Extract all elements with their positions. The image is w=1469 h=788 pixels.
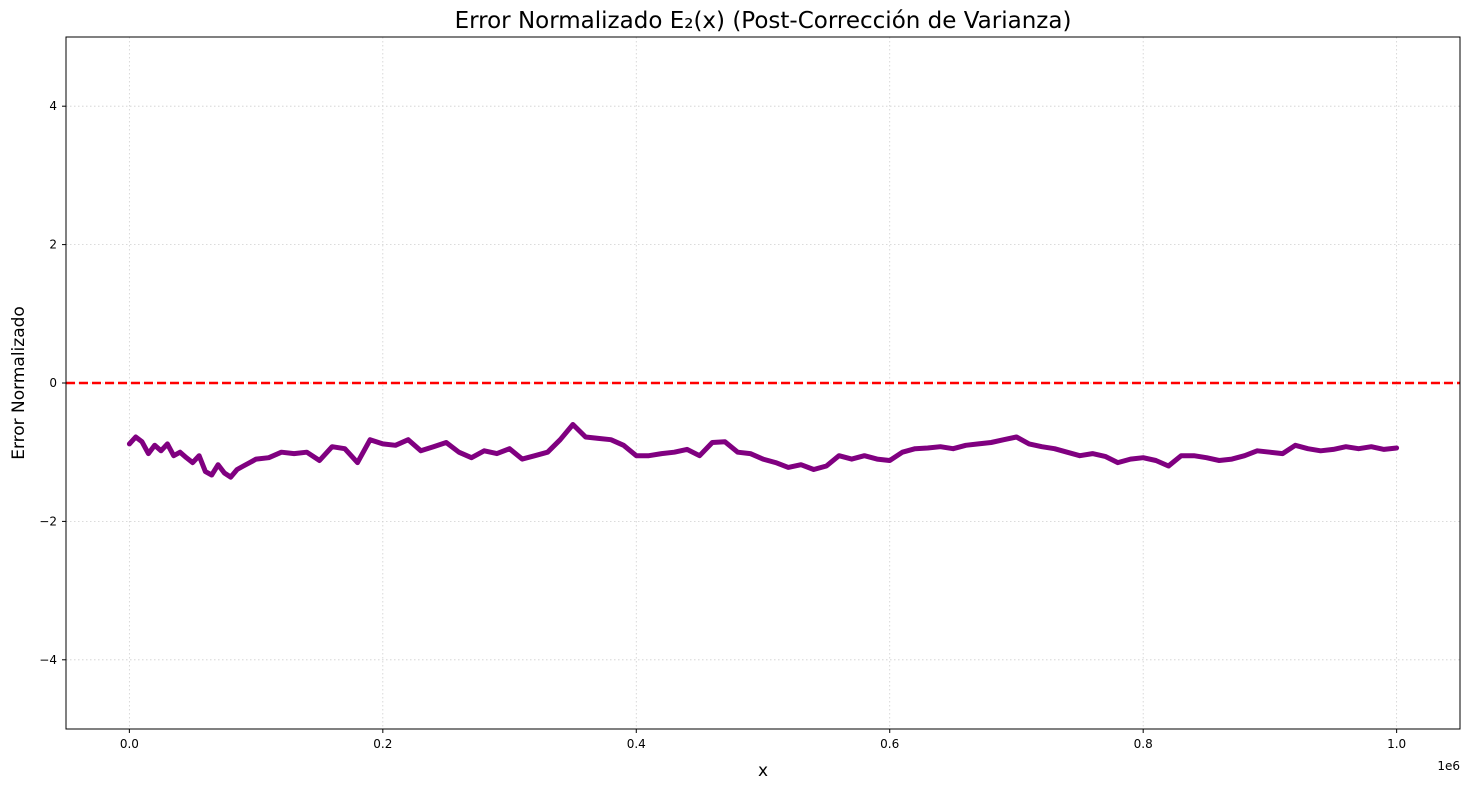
x-ticks: 0.0 0.2 0.4 0.6 0.8 1.0 — [120, 729, 1406, 751]
x-tick-label: 0.6 — [880, 737, 899, 751]
y-tick-label: −2 — [39, 514, 57, 528]
y-tick-label: −4 — [39, 653, 57, 667]
y-tick-label: 2 — [49, 238, 57, 252]
x-tick-label: 0.8 — [1134, 737, 1153, 751]
y-tick-label: 4 — [49, 99, 57, 113]
series-layer — [126, 422, 1400, 480]
chart-title: Error Normalizado E₂(x) (Post-Corrección… — [455, 8, 1072, 34]
x-tick-label: 0.0 — [120, 737, 139, 751]
x-tick-label: 1.0 — [1387, 737, 1406, 751]
y-tick-label: 0 — [49, 376, 57, 390]
series-line-0 — [126, 422, 1400, 480]
y-axis-label: Error Normalizado — [9, 306, 29, 460]
x-axis-label: x — [758, 761, 768, 781]
x-tick-label: 0.4 — [627, 737, 646, 751]
x-tick-label: 0.2 — [373, 737, 392, 751]
y-ticks: −4 −2 0 2 4 — [39, 99, 66, 667]
x-offset-text: 1e6 — [1437, 759, 1460, 773]
